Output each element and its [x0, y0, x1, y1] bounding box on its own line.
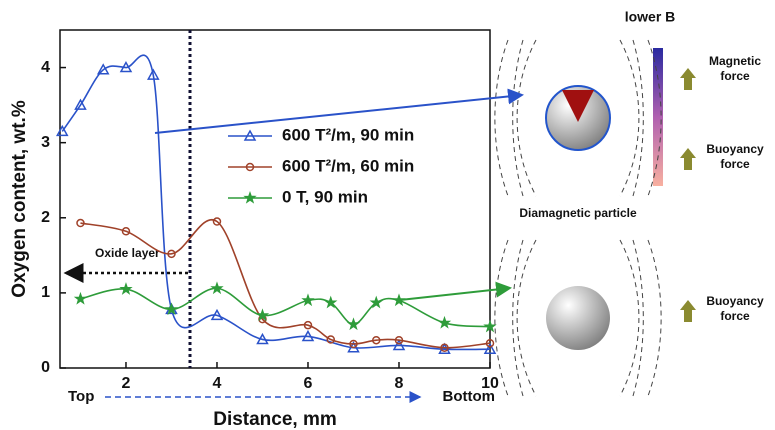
field-line — [513, 40, 523, 196]
data-point — [75, 293, 85, 303]
data-point — [121, 284, 131, 294]
field-line — [495, 40, 508, 196]
series-line — [62, 55, 490, 349]
figure: 01234246810Distance, mmOxygen content, w… — [0, 0, 775, 430]
arrow-icon — [680, 300, 696, 322]
y-tick-label: 1 — [41, 284, 50, 301]
field-label: lower B — [625, 9, 676, 25]
y-tick-label: 0 — [41, 359, 50, 376]
field-line — [620, 40, 639, 196]
legend-marker — [245, 193, 255, 203]
legend-label: 0 T, 90 min — [282, 187, 368, 206]
data-point — [303, 295, 313, 305]
particle-label: Diamagnetic particle — [519, 206, 637, 220]
annotation: Oxide layer — [95, 246, 160, 260]
pointer-arrow — [400, 288, 510, 300]
series-line — [80, 288, 490, 326]
data-point — [348, 319, 358, 329]
data-point — [439, 317, 449, 327]
x-axis-title: Distance, mm — [213, 409, 337, 430]
data-point — [212, 283, 222, 293]
field-line — [648, 240, 661, 396]
field-line — [513, 240, 523, 396]
particle — [546, 286, 610, 350]
series-line — [80, 220, 490, 348]
y-axis-title: Oxygen content, wt.% — [9, 100, 30, 298]
legend-label: 600 T²/m, 60 min — [282, 156, 414, 175]
arrow-icon — [680, 148, 696, 170]
arrow-icon — [680, 68, 696, 90]
field-line — [517, 40, 536, 196]
field-line — [517, 240, 536, 396]
y-tick-label: 3 — [41, 134, 50, 151]
x-tick-label: 2 — [122, 375, 131, 392]
x-tick-label: 4 — [213, 375, 222, 392]
y-tick-label: 2 — [41, 209, 50, 226]
field-line — [620, 240, 639, 396]
x-tick-label: 6 — [304, 375, 313, 392]
field-line — [633, 240, 643, 396]
legend-label: 600 T²/m, 90 min — [282, 125, 414, 144]
plot-frame — [60, 30, 490, 368]
y-tick-label: 4 — [41, 59, 50, 76]
x-tick-label: 8 — [395, 375, 404, 392]
annotation: Top — [68, 388, 94, 405]
annotation: Bottom — [443, 388, 496, 405]
colorbar — [653, 48, 663, 186]
field-line — [495, 240, 508, 396]
field-line — [633, 40, 643, 196]
